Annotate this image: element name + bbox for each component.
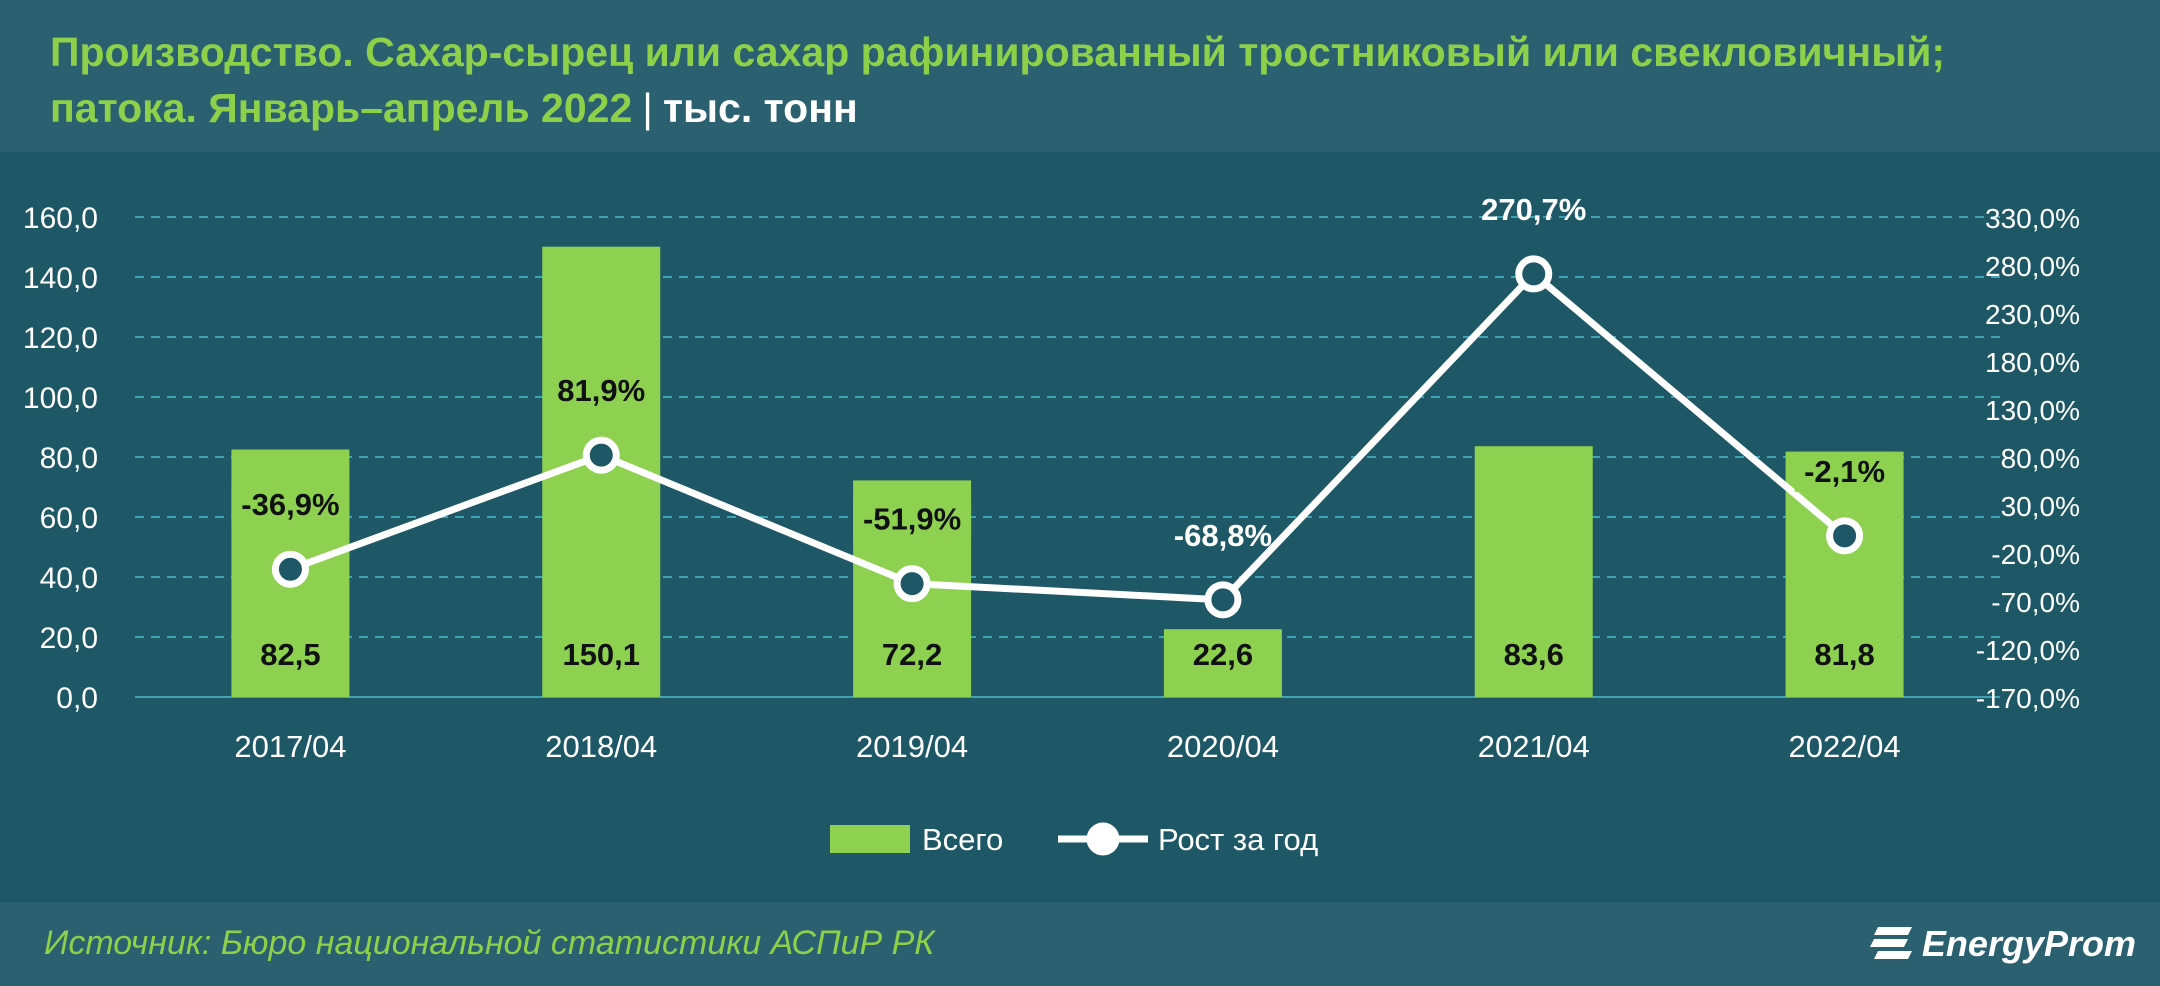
chart-footer: Источник: Бюро национальной статистики А… — [0, 902, 2160, 986]
legend-bar-swatch — [830, 825, 910, 853]
bar-2021/04 — [1474, 446, 1593, 697]
growth-value-label: 81,9% — [557, 373, 645, 408]
left-axis-tick-label: 60,0 — [40, 502, 98, 535]
x-axis-tick-label: 2020/04 — [1167, 729, 1279, 764]
x-axis: 2017/04 2018/04 2019/04 2020/04 2021/04 2022/… — [234, 729, 1900, 764]
left-axis-tick-label: 100,0 — [23, 382, 98, 415]
title-line-2-text: патока. Январь–апрель 2022 — [50, 85, 633, 131]
chart-title: Производство. Сахар-сырец или сахар рафи… — [50, 24, 2130, 136]
legend-bar-label: Всего — [922, 822, 1003, 857]
logo-icon — [1869, 927, 1912, 959]
left-axis: 0,0 20,0 40,0 60,0 80,0 100,0 120,0 140,0 160,0 — [23, 202, 98, 715]
bars — [231, 246, 1904, 697]
legend-line-marker — [1086, 822, 1120, 856]
growth-label-background — [231, 485, 350, 526]
legend-line-label: Рост за год — [1158, 822, 1318, 857]
energyprom-logo: EnergyProm — [1868, 916, 2136, 972]
right-axis-tick-label: 30,0% — [2001, 491, 2080, 522]
growth-line — [271, 255, 1864, 619]
bar-value-label: 81,8 — [1814, 637, 1874, 672]
growth-point-2021/04 — [1515, 255, 1553, 293]
right-axis-tick-label: 130,0% — [1985, 395, 2080, 426]
bar-2022/04 — [1785, 451, 1904, 697]
right-axis-tick-label: -170,0% — [1976, 683, 2080, 714]
growth-point-2020/04 — [1204, 581, 1242, 619]
source-note: Источник: Бюро национальной статистики А… — [44, 924, 935, 962]
left-axis-tick-label: 140,0 — [23, 262, 98, 295]
x-axis-tick-label: 2022/04 — [1789, 729, 1901, 764]
growth-label-background — [551, 371, 652, 412]
combo-chart: 0,020,040,060,080,0100,0120,0140,0160,0 … — [23, 192, 2080, 857]
right-axis-tick-label: -70,0% — [1991, 587, 2080, 618]
growth-value-label: -2,1% — [1804, 454, 1885, 489]
growth-point-2022/04 — [1826, 517, 1864, 555]
x-axis-tick-label: 2019/04 — [856, 729, 968, 764]
left-axis-tick-label: 0,0 — [56, 682, 98, 715]
bar-value-label: 82,5 — [260, 637, 320, 672]
right-axis: -170,0% -120,0% -70,0% -20,0% 30,0% 80,0% 130,… — [1976, 203, 2080, 714]
growth-label-background — [853, 499, 972, 540]
right-axis-tick-label: -20,0% — [1991, 539, 2080, 570]
x-axis-tick-label: 2021/04 — [1478, 729, 1590, 764]
bar-value-label: 22,6 — [1193, 637, 1253, 672]
growth-point-2017/04 — [271, 550, 309, 588]
right-axis-tick-label: 180,0% — [1985, 347, 2080, 378]
data-labels: 82,5 150,1 72,2 22,6 83,6 81,8 -36,9% 81,9% -51,… — [231, 192, 1895, 672]
growth-polyline — [289, 270, 1847, 604]
title-line-2: патока. Январь–апрель 2022 | тыс. тонн — [50, 80, 2130, 136]
growth-value-label: -68,8% — [1174, 518, 1272, 553]
left-axis-tick-label: 160,0 — [23, 202, 98, 235]
bar-value-label: 72,2 — [882, 637, 942, 672]
x-axis-tick-label: 2018/04 — [545, 729, 657, 764]
growth-label-background — [1794, 451, 1895, 492]
bar-value-label: 150,1 — [562, 637, 640, 672]
title-unit: тыс. тонн — [662, 85, 858, 131]
logo-text: EnergyProm — [1921, 923, 2136, 964]
bar-value-label: 83,6 — [1504, 637, 1564, 672]
legend: Всего Рост за год — [830, 822, 1318, 857]
right-axis-tick-label: 330,0% — [1985, 203, 2080, 234]
growth-value-label: 270,7% — [1481, 192, 1586, 227]
x-axis-tick-label: 2017/04 — [234, 729, 346, 764]
right-axis-tick-label: 80,0% — [2001, 443, 2080, 474]
left-axis-tick-label: 40,0 — [40, 562, 98, 595]
left-axis-tick-label: 80,0 — [40, 442, 98, 475]
chart-header: Производство. Сахар-сырец или сахар рафи… — [0, 0, 2160, 152]
growth-point-2018/04 — [582, 436, 620, 474]
growth-value-label: -36,9% — [241, 487, 339, 522]
left-axis-tick-label: 20,0 — [40, 622, 98, 655]
left-axis-tick-label: 120,0 — [23, 322, 98, 355]
title-line-1: Производство. Сахар-сырец или сахар рафи… — [50, 29, 1946, 75]
bar-2020/04 — [1163, 629, 1282, 697]
right-axis-tick-label: 230,0% — [1985, 299, 2080, 330]
right-axis-tick-label: 280,0% — [1985, 251, 2080, 282]
right-axis-tick-label: -120,0% — [1976, 635, 2080, 666]
growth-point-2019/04 — [893, 565, 931, 603]
grid-lines — [135, 216, 2000, 698]
growth-value-label: -51,9% — [863, 502, 961, 537]
title-separator: | — [642, 85, 653, 131]
